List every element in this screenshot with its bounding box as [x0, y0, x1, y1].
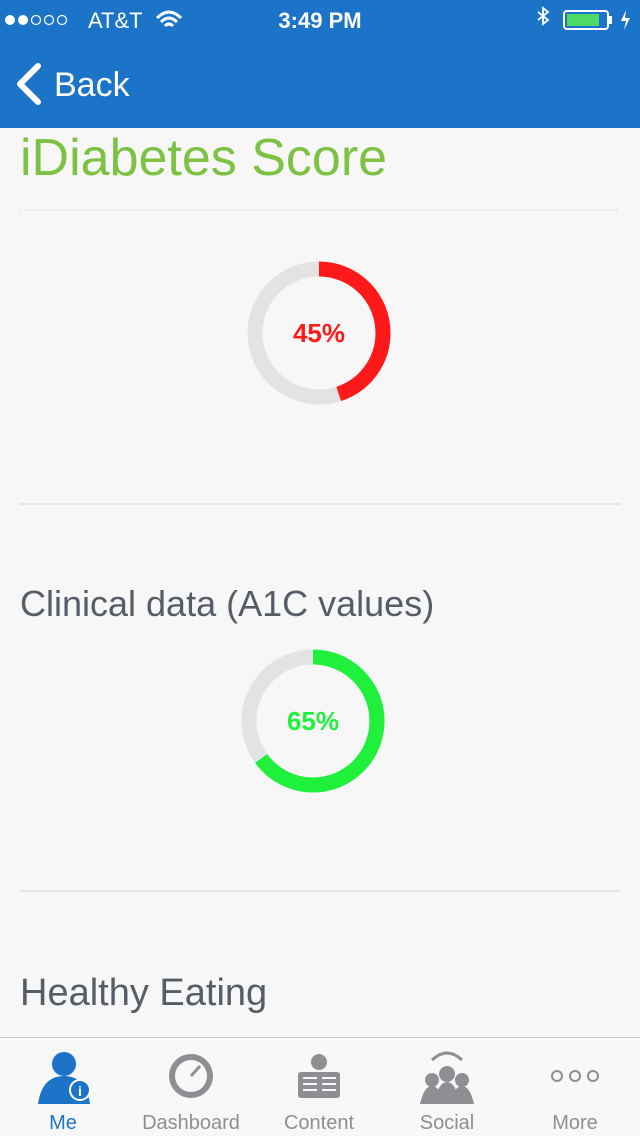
clock: 3:49 PM	[278, 8, 361, 33]
wifi-icon	[155, 10, 183, 28]
dashboard-icon[interactable]	[169, 1054, 213, 1098]
back-chevron[interactable]	[17, 63, 41, 105]
section-title: iDiabetes Score	[20, 129, 387, 187]
tab-label[interactable]: More	[552, 1112, 598, 1134]
section-title: Clinical data (A1C values)	[20, 583, 434, 624]
section-title: Healthy Eating	[20, 972, 267, 1014]
back-button[interactable]: Back	[17, 63, 131, 105]
gauges: 45% 65%	[241, 261, 391, 793]
more-icon[interactable]	[551, 1070, 599, 1082]
charging-icon	[621, 10, 630, 30]
tabs: Me Dashboard Content Social More	[49, 1112, 598, 1134]
nav-bar	[0, 0, 640, 128]
carrier: AT&T	[88, 8, 143, 33]
content-icon[interactable]	[298, 1054, 340, 1098]
signal	[5, 14, 68, 26]
battery-tip	[609, 16, 612, 24]
gauge-arc	[241, 649, 385, 793]
battery	[563, 10, 609, 30]
svg-text:i: i	[78, 1083, 82, 1099]
tab-label[interactable]: Content	[284, 1112, 354, 1134]
tab-label[interactable]: Social	[420, 1112, 474, 1134]
gauge-arc	[247, 261, 391, 405]
social-icon[interactable]	[420, 1051, 474, 1104]
tab-label[interactable]: Dashboard	[142, 1112, 240, 1134]
battery-level	[567, 14, 599, 26]
tab-label[interactable]: Me	[49, 1112, 77, 1134]
me-icon[interactable]: i	[38, 1052, 91, 1104]
bluetooth-icon	[537, 6, 550, 26]
gauge-label: 45%	[293, 318, 345, 348]
gauge-label: 65%	[287, 706, 339, 736]
back-label[interactable]: Back	[54, 66, 131, 104]
